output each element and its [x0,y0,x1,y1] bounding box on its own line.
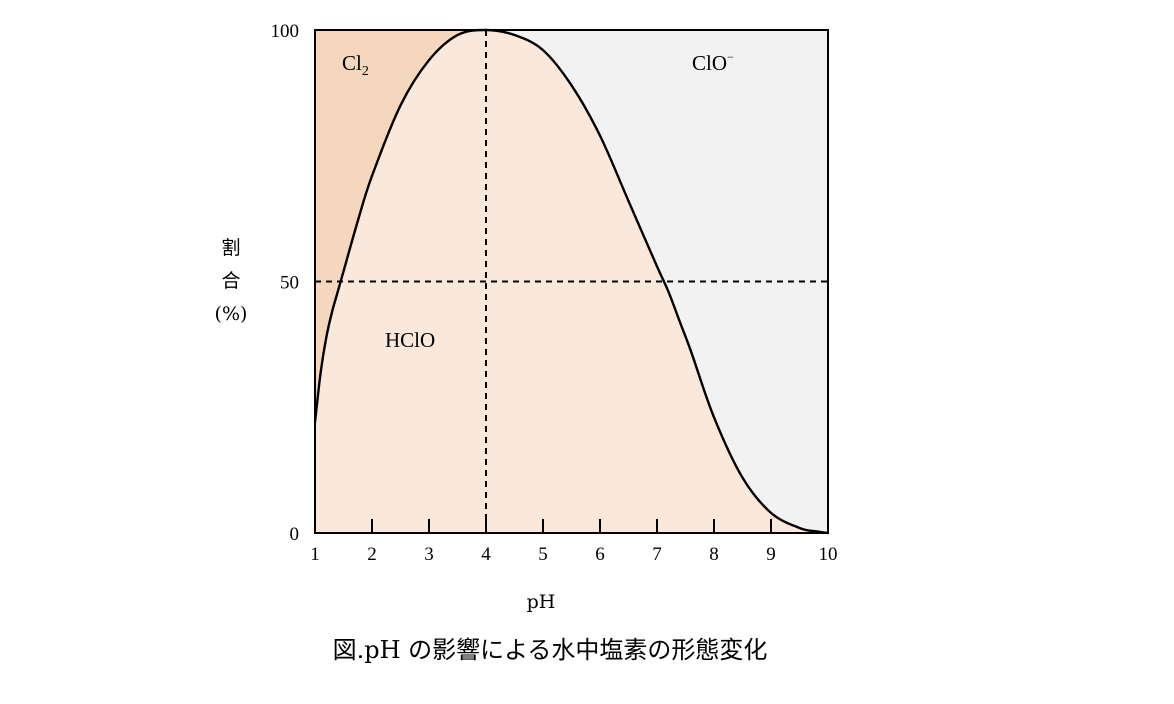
x-tick-label: 4 [481,544,491,565]
x-tick-label: 9 [766,544,776,565]
x-tick-label: 5 [538,544,548,565]
x-tick-label: 3 [424,544,434,565]
x-axis-title: pH [527,591,556,613]
x-tick-label: 7 [652,544,662,565]
y-axis-title-char-3: (%) [215,303,248,325]
region-label-cl2: Cl2 [342,51,369,79]
figure-caption: 図.pH の影響による水中塩素の形態変化 [333,636,768,664]
x-tick-label: 1 [310,544,320,565]
series-line-hclo [313,28,829,535]
x-tick-label: 10 [819,544,838,565]
region-label-clo: ClO− [692,50,734,75]
x-tick-label: 2 [367,544,377,565]
y-tick-label: 0 [290,524,300,545]
x-axis-ticks: 1 2 3 4 5 6 7 8 9 10 [310,519,838,565]
y-axis-title-char-2: 合 [221,270,240,292]
y-axis-title-char-1: 割 [221,237,240,259]
region-label-hclo: HClO [385,328,435,352]
x-tick-label: 8 [709,544,719,565]
y-tick-label: 100 [271,21,300,42]
x-tick-label: 6 [595,544,605,565]
curve-layer [313,28,829,535]
reference-lines [315,30,828,533]
y-tick-label: 50 [280,273,299,294]
y-axis-ticks: 0 50 100 [271,21,300,545]
plot-frame [314,29,829,534]
